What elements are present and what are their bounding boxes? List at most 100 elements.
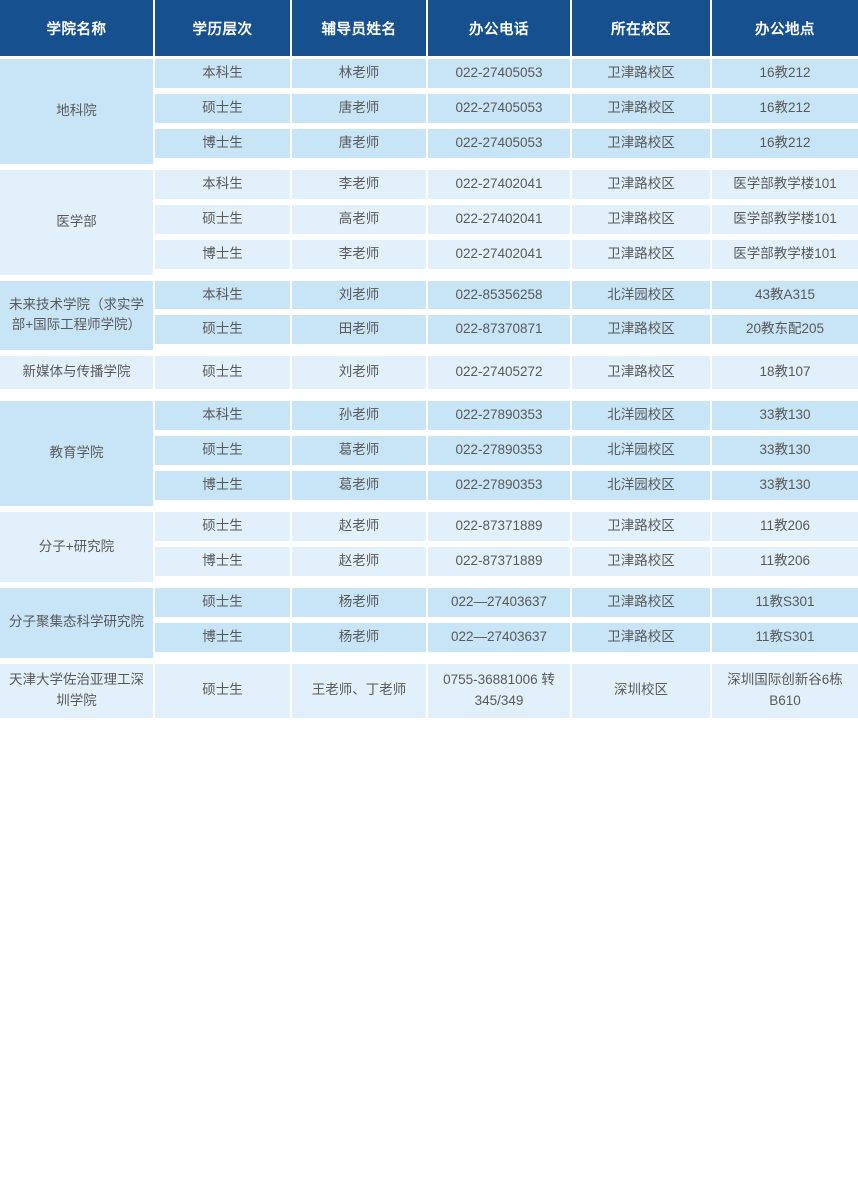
table-row: 天津大学佐治亚理工深圳学院 硕士生 王老师、丁老师 0755-36881006 转34… (0, 663, 858, 724)
cell-campus: 卫津路校区 (572, 204, 712, 240)
cell-office: 医学部教学楼101 (712, 169, 858, 205)
table-row: 医学部 本科生 李老师 022-27402041 卫津路校区 医学部教学楼101 (0, 169, 858, 281)
table-row: 教育学院 本科生 孙老师 022-27890353 北洋园校区 33教130 (0, 401, 858, 513)
cell-level: 本科生 (155, 59, 292, 94)
cell-level: 本科生 (155, 169, 292, 205)
college-name-cell: 未来技术学院（求实学部+国际工程师学院） (0, 280, 155, 357)
cell-phone: 022—27403637 (428, 587, 572, 623)
cell-counselor: 唐老师 (292, 93, 428, 129)
cell-counselor: 高老师 (292, 204, 428, 240)
cell-counselor: 葛老师 (292, 471, 428, 513)
cell-office: 深圳国际创新谷6栋B610 (712, 663, 858, 724)
cell-counselor: 林老师 (292, 59, 428, 94)
cell-phone: 022-87371889 (428, 546, 572, 588)
cell-campus: 卫津路校区 (572, 239, 712, 281)
cell-campus: 卫津路校区 (572, 356, 712, 402)
cell-office: 11教206 (712, 512, 858, 547)
column-header-office: 办公地点 (712, 0, 858, 59)
cell-level: 博士生 (155, 471, 292, 513)
cell-level: 硕士生 (155, 436, 292, 472)
cell-level: 硕士生 (155, 315, 292, 357)
table-row: 博士生 杨老师 022—27403637 卫津路校区 11教S301 (0, 622, 858, 664)
cell-level: 本科生 (155, 401, 292, 437)
table-row: 博士生 葛老师 022-27890353 北洋园校区 33教130 (0, 471, 858, 513)
counselor-contact-table: 学院名称 学历层次 辅导员姓名 办公电话 所在校区 办公地点 地科院 本科生 林老师 022-2… (0, 0, 858, 724)
cell-counselor: 刘老师 (292, 280, 428, 316)
table-row: 新媒体与传播学院 硕士生 刘老师 022-27405272 卫津路校区 18教107 (0, 356, 858, 402)
cell-campus: 卫津路校区 (572, 587, 712, 623)
cell-campus: 卫津路校区 (572, 622, 712, 664)
cell-phone: 022-27890353 (428, 436, 572, 472)
cell-phone: 022-27405272 (428, 356, 572, 402)
table-row: 博士生 赵老师 022-87371889 卫津路校区 11教206 (0, 546, 858, 588)
cell-office: 11教206 (712, 546, 858, 588)
cell-level: 硕士生 (155, 512, 292, 547)
cell-office: 16教212 (712, 59, 858, 94)
cell-campus: 北洋园校区 (572, 401, 712, 437)
table-header-row: 学院名称 学历层次 辅导员姓名 办公电话 所在校区 办公地点 (0, 0, 858, 59)
cell-office: 33教130 (712, 401, 858, 437)
cell-counselor: 田老师 (292, 315, 428, 357)
table-body: 地科院 本科生 林老师 022-27405053 卫津路校区 16教212 硕士生 唐老师 02… (0, 59, 858, 724)
cell-counselor: 王老师、丁老师 (292, 663, 428, 724)
table-row: 博士生 唐老师 022-27405053 卫津路校区 16教212 (0, 128, 858, 170)
table-row: 分子+研究院 硕士生 赵老师 022-87371889 卫津路校区 11教206 (0, 512, 858, 588)
cell-campus: 卫津路校区 (572, 315, 712, 357)
cell-level: 博士生 (155, 239, 292, 281)
college-name-cell: 地科院 (0, 59, 155, 170)
cell-counselor: 李老师 (292, 169, 428, 205)
cell-phone: 022—27403637 (428, 622, 572, 664)
table-row: 硕士生 葛老师 022-27890353 北洋园校区 33教130 (0, 436, 858, 472)
cell-office: 医学部教学楼101 (712, 239, 858, 281)
cell-level: 硕士生 (155, 204, 292, 240)
cell-counselor: 赵老师 (292, 512, 428, 547)
college-name-cell: 新媒体与传播学院 (0, 356, 155, 402)
cell-campus: 卫津路校区 (572, 128, 712, 170)
cell-phone: 022-27405053 (428, 59, 572, 94)
cell-counselor: 唐老师 (292, 128, 428, 170)
column-header-counselor: 辅导员姓名 (292, 0, 428, 59)
cell-phone: 022-87371889 (428, 512, 572, 547)
cell-level: 硕士生 (155, 663, 292, 724)
college-name-cell: 分子+研究院 (0, 512, 155, 588)
table-row: 分子聚集态科学研究院 硕士生 杨老师 022—27403637 卫津路校区 11教S301 (0, 587, 858, 664)
table-row: 博士生 李老师 022-27402041 卫津路校区 医学部教学楼101 (0, 239, 858, 281)
cell-phone: 022-27402041 (428, 239, 572, 281)
cell-campus: 深圳校区 (572, 663, 712, 724)
table-row: 硕士生 高老师 022-27402041 卫津路校区 医学部教学楼101 (0, 204, 858, 240)
table-row: 未来技术学院（求实学部+国际工程师学院） 本科生 刘老师 022-85356258 北洋… (0, 280, 858, 357)
column-header-level: 学历层次 (155, 0, 292, 59)
cell-level: 硕士生 (155, 356, 292, 402)
cell-office: 11教S301 (712, 622, 858, 664)
column-header-college: 学院名称 (0, 0, 155, 59)
cell-campus: 北洋园校区 (572, 280, 712, 316)
table-row: 地科院 本科生 林老师 022-27405053 卫津路校区 16教212 (0, 59, 858, 170)
college-name-cell: 教育学院 (0, 401, 155, 513)
cell-campus: 卫津路校区 (572, 59, 712, 94)
cell-campus: 卫津路校区 (572, 512, 712, 547)
cell-phone: 022-87370871 (428, 315, 572, 357)
cell-counselor: 杨老师 (292, 622, 428, 664)
cell-office: 18教107 (712, 356, 858, 402)
cell-counselor: 赵老师 (292, 546, 428, 588)
cell-counselor: 葛老师 (292, 436, 428, 472)
cell-phone: 0755-36881006 转345/349 (428, 663, 572, 724)
cell-phone: 022-27890353 (428, 471, 572, 513)
cell-level: 本科生 (155, 280, 292, 316)
cell-campus: 北洋园校区 (572, 436, 712, 472)
cell-office: 20教东配205 (712, 315, 858, 357)
cell-office: 33教130 (712, 471, 858, 513)
table-row: 硕士生 田老师 022-87370871 卫津路校区 20教东配205 (0, 315, 858, 357)
cell-phone: 022-27405053 (428, 128, 572, 170)
cell-office: 11教S301 (712, 587, 858, 623)
table-row: 硕士生 唐老师 022-27405053 卫津路校区 16教212 (0, 93, 858, 129)
cell-level: 硕士生 (155, 93, 292, 129)
cell-office: 16教212 (712, 93, 858, 129)
cell-phone: 022-27402041 (428, 169, 572, 205)
cell-campus: 卫津路校区 (572, 169, 712, 205)
cell-campus: 卫津路校区 (572, 546, 712, 588)
cell-office: 43教A315 (712, 280, 858, 316)
college-name-cell: 医学部 (0, 169, 155, 281)
cell-counselor: 刘老师 (292, 356, 428, 402)
